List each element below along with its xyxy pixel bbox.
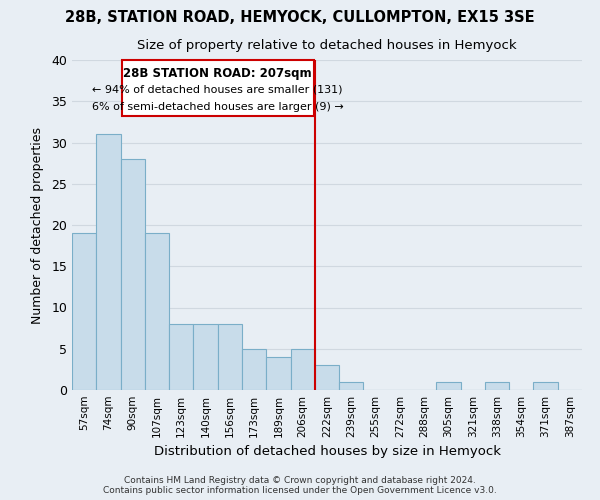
X-axis label: Distribution of detached houses by size in Hemyock: Distribution of detached houses by size … [154, 446, 500, 458]
Text: Contains HM Land Registry data © Crown copyright and database right 2024.
Contai: Contains HM Land Registry data © Crown c… [103, 476, 497, 495]
Bar [72, 233, 96, 390]
FancyBboxPatch shape [122, 60, 314, 116]
Bar [121, 159, 145, 390]
Bar [193, 324, 218, 390]
Bar [242, 349, 266, 390]
Bar [218, 324, 242, 390]
Bar [169, 324, 193, 390]
Text: ← 94% of detached houses are smaller (131): ← 94% of detached houses are smaller (13… [92, 84, 343, 95]
Bar [145, 233, 169, 390]
Text: 6% of semi-detached houses are larger (9) →: 6% of semi-detached houses are larger (9… [92, 102, 344, 112]
Bar [436, 382, 461, 390]
Bar [290, 349, 315, 390]
Bar [339, 382, 364, 390]
Bar [266, 357, 290, 390]
Y-axis label: Number of detached properties: Number of detached properties [31, 126, 44, 324]
Bar [315, 365, 339, 390]
Text: 28B, STATION ROAD, HEMYOCK, CULLOMPTON, EX15 3SE: 28B, STATION ROAD, HEMYOCK, CULLOMPTON, … [65, 10, 535, 25]
Bar [485, 382, 509, 390]
Bar [533, 382, 558, 390]
Title: Size of property relative to detached houses in Hemyock: Size of property relative to detached ho… [137, 39, 517, 52]
Text: 28B STATION ROAD: 207sqm: 28B STATION ROAD: 207sqm [124, 68, 312, 80]
Bar [96, 134, 121, 390]
